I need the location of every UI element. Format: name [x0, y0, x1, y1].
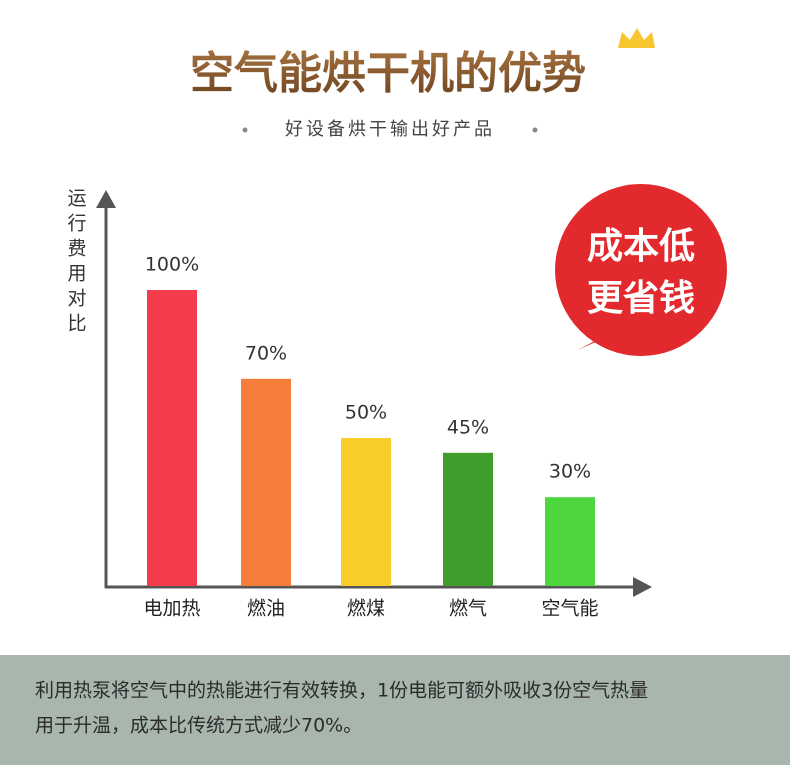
bar: [241, 378, 291, 586]
bar: [443, 452, 493, 586]
bar: [341, 438, 391, 586]
dot: [242, 127, 248, 133]
footer-band: [0, 655, 790, 765]
y-axis-arrow: [96, 190, 116, 208]
chart-title: 空气能烘干机的优势: [190, 48, 586, 99]
x-tick-label: 燃油: [247, 598, 285, 620]
badge: [555, 184, 727, 356]
bar: [545, 497, 595, 586]
footer-text: 用于升温，成本比传统方式减少70%。: [35, 715, 362, 737]
x-axis-arrow: [633, 577, 652, 597]
value-label: 30%: [549, 461, 591, 483]
x-tick-label: 电加热: [143, 598, 200, 620]
chart-subtitle: 好设备烘干输出好产品: [285, 119, 495, 140]
badge-text: 成本低: [587, 226, 695, 267]
value-label: 70%: [245, 342, 287, 364]
crown-icon: [618, 28, 655, 48]
x-tick-label: 燃煤: [347, 598, 385, 620]
dot: [532, 127, 538, 133]
value-label: 50%: [345, 402, 387, 424]
y-axis-label: 运行费用对比: [65, 188, 87, 338]
value-label: 100%: [145, 254, 199, 276]
x-tick-label: 燃气: [449, 598, 487, 620]
badge-text: 更省钱: [587, 278, 695, 319]
x-tick-label: 空气能: [541, 598, 598, 620]
footer-text: 利用热泵将空气中的热能进行有效转换，1份电能可额外吸收3份空气热量: [35, 680, 648, 702]
bar: [147, 290, 197, 586]
value-label: 45%: [447, 416, 489, 438]
